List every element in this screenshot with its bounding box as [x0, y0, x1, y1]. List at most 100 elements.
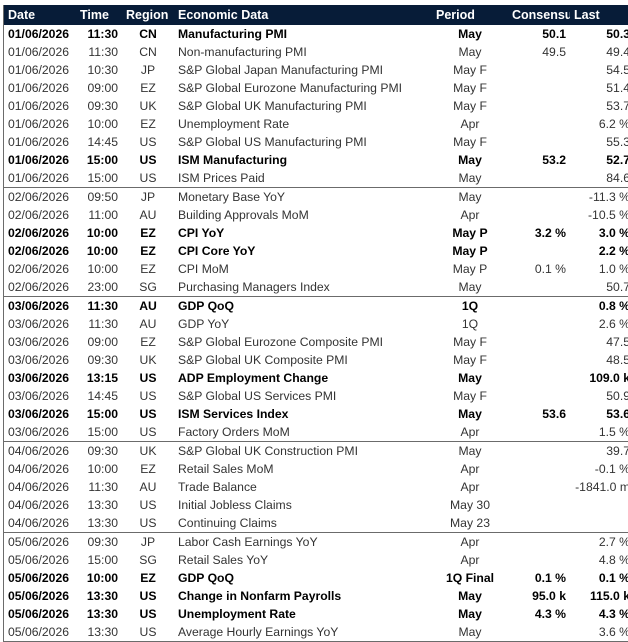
- cell-region: EZ: [122, 460, 174, 478]
- cell-period: May: [432, 25, 508, 43]
- cell-economic-data: Purchasing Managers Index: [174, 278, 432, 297]
- cell-period: May: [432, 188, 508, 207]
- cell-consensus: 3.2 %: [508, 224, 570, 242]
- cell-date: 05/06/2026: [4, 569, 77, 587]
- cell-date: 03/06/2026: [4, 369, 77, 387]
- cell-economic-data: Average Hourly Earnings YoY: [174, 623, 432, 642]
- cell-economic-data: Continuing Claims: [174, 514, 432, 533]
- economic-calendar-table: Date Time Region Economic Data Period Co…: [3, 5, 628, 642]
- cell-region: EZ: [122, 569, 174, 587]
- cell-economic-data: Trade Balance: [174, 478, 432, 496]
- cell-region: EZ: [122, 260, 174, 278]
- cell-consensus: 49.5: [508, 43, 570, 61]
- cell-period: 1Q: [432, 315, 508, 333]
- cell-date: 02/06/2026: [4, 278, 77, 297]
- cell-date: 05/06/2026: [4, 587, 77, 605]
- cell-last: 1.5 %: [570, 423, 628, 442]
- cell-region: SG: [122, 278, 174, 297]
- cell-region: SG: [122, 551, 174, 569]
- header-period: Period: [432, 5, 508, 25]
- table-header: Date Time Region Economic Data Period Co…: [4, 5, 628, 25]
- cell-last: 50.3: [570, 25, 628, 43]
- cell-time: 11:00: [76, 206, 122, 224]
- cell-region: EZ: [122, 79, 174, 97]
- cell-time: 14:45: [76, 387, 122, 405]
- cell-last: 0.8 %: [570, 297, 628, 316]
- cell-consensus: [508, 206, 570, 224]
- cell-consensus: [508, 115, 570, 133]
- cell-consensus: [508, 278, 570, 297]
- cell-economic-data: Manufacturing PMI: [174, 25, 432, 43]
- cell-date: 03/06/2026: [4, 297, 77, 316]
- cell-region: US: [122, 405, 174, 423]
- cell-last: 39.7: [570, 442, 628, 461]
- cell-economic-data: S&P Global UK Construction PMI: [174, 442, 432, 461]
- cell-region: US: [122, 605, 174, 623]
- cell-period: May: [432, 605, 508, 623]
- cell-time: 10:00: [76, 569, 122, 587]
- cell-economic-data: Unemployment Rate: [174, 605, 432, 623]
- cell-economic-data: GDP YoY: [174, 315, 432, 333]
- cell-consensus: [508, 423, 570, 442]
- cell-consensus: [508, 297, 570, 316]
- cell-consensus: 0.1 %: [508, 260, 570, 278]
- cell-last: -11.3 %: [570, 188, 628, 207]
- cell-time: 15:00: [76, 423, 122, 442]
- cell-date: 01/06/2026: [4, 169, 77, 188]
- cell-region: US: [122, 514, 174, 533]
- cell-period: Apr: [432, 460, 508, 478]
- cell-date: 05/06/2026: [4, 551, 77, 569]
- cell-region: AU: [122, 206, 174, 224]
- cell-period: May: [432, 43, 508, 61]
- cell-economic-data: ISM Prices Paid: [174, 169, 432, 188]
- cell-consensus: 95.0 k: [508, 587, 570, 605]
- cell-period: May F: [432, 387, 508, 405]
- cell-region: US: [122, 587, 174, 605]
- cell-time: 10:00: [76, 460, 122, 478]
- cell-consensus: [508, 351, 570, 369]
- cell-region: EZ: [122, 115, 174, 133]
- cell-time: 11:30: [76, 43, 122, 61]
- cell-last: 54.5: [570, 61, 628, 79]
- cell-date: 01/06/2026: [4, 61, 77, 79]
- cell-last: 51.4: [570, 79, 628, 97]
- cell-region: AU: [122, 315, 174, 333]
- cell-last: 47.5: [570, 333, 628, 351]
- cell-consensus: [508, 551, 570, 569]
- cell-time: 09:30: [76, 442, 122, 461]
- cell-time: 13:30: [76, 623, 122, 642]
- header-consensus: Consensus: [508, 5, 570, 25]
- cell-consensus: [508, 97, 570, 115]
- cell-last: 3.6 %: [570, 623, 628, 642]
- cell-time: 10:00: [76, 260, 122, 278]
- cell-consensus: [508, 460, 570, 478]
- cell-economic-data: S&P Global Eurozone Composite PMI: [174, 333, 432, 351]
- cell-economic-data: S&P Global UK Composite PMI: [174, 351, 432, 369]
- cell-economic-data: GDP QoQ: [174, 569, 432, 587]
- cell-consensus: [508, 533, 570, 552]
- cell-period: May P: [432, 260, 508, 278]
- cell-consensus: [508, 623, 570, 642]
- cell-period: May: [432, 278, 508, 297]
- cell-period: Apr: [432, 478, 508, 496]
- cell-consensus: [508, 133, 570, 151]
- cell-last: 109.0 k: [570, 369, 628, 387]
- cell-economic-data: CPI MoM: [174, 260, 432, 278]
- cell-economic-data: GDP QoQ: [174, 297, 432, 316]
- cell-date: 03/06/2026: [4, 423, 77, 442]
- cell-consensus: [508, 387, 570, 405]
- cell-region: EZ: [122, 224, 174, 242]
- cell-period: May: [432, 169, 508, 188]
- cell-date: 02/06/2026: [4, 242, 77, 260]
